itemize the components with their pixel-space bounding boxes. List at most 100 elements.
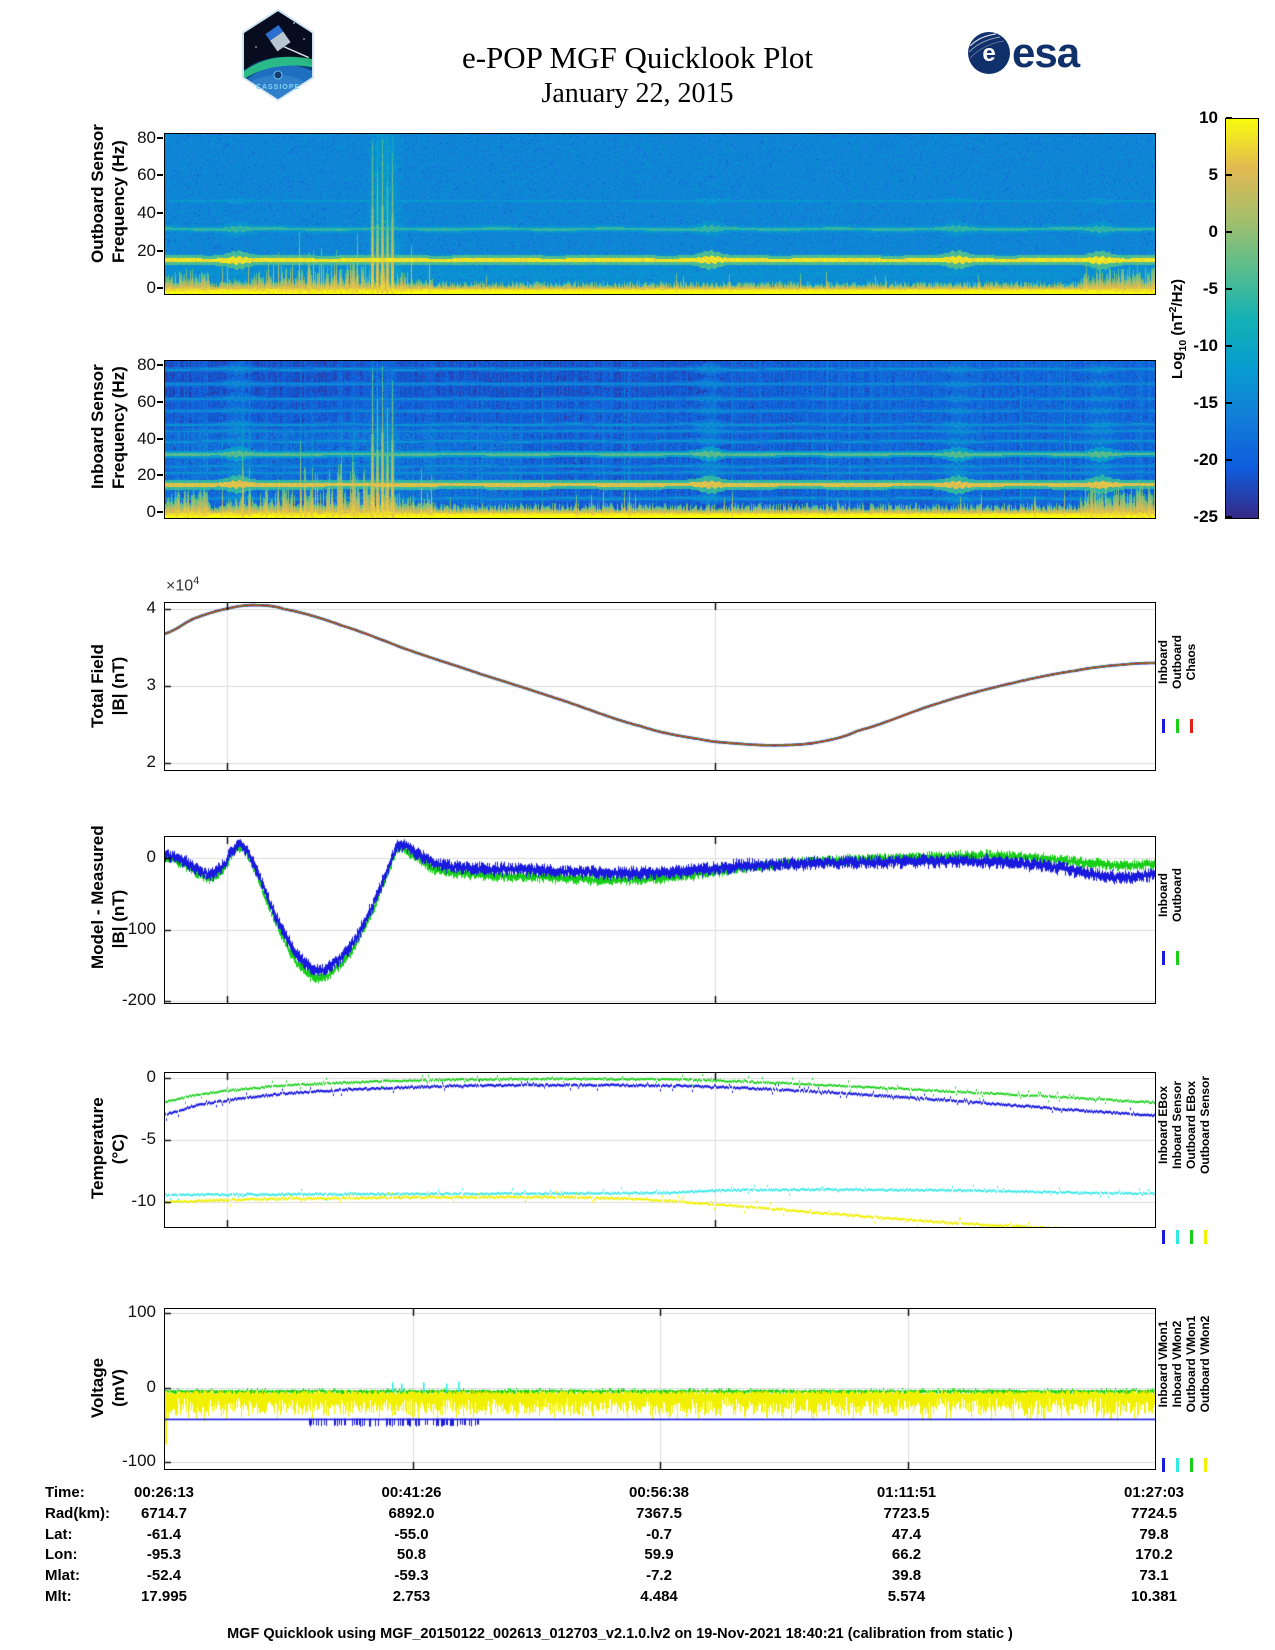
esa-globe-icon: e (968, 32, 1010, 74)
colorbar-tick-label: 5 (1208, 165, 1218, 184)
ytick-inboard-spectrogram-20: 20 (137, 465, 156, 485)
ytick-inboard-spectrogram-60: 60 (137, 391, 156, 411)
ytick-outboard-spectrogram-0: 0 (146, 278, 156, 298)
table-cell: 00:26:13 (133, 1484, 195, 1501)
table-cell: 4.484 (640, 1588, 678, 1605)
legend-label-voltage-0: Inboard VMon1 (1156, 1320, 1170, 1408)
ytick-mark (157, 363, 163, 366)
ytick-mark (157, 136, 163, 139)
legend-sample-temperature-2 (1190, 1230, 1193, 1244)
table-cell: 6714.7 (141, 1504, 187, 1522)
table-cell: -55.0 (394, 1525, 429, 1543)
table-cell: 2.753 (392, 1588, 431, 1605)
ytick-voltage--100: -100 (121, 1450, 156, 1470)
legend-sample-total-field-1 (1176, 719, 1179, 733)
table-cell: -0.7 (646, 1525, 672, 1543)
ytick-model-measured-0: 0 (146, 847, 156, 867)
colorbar-tick-label: 10 (1199, 108, 1218, 127)
legend-label-model-measured-0: Inboard (1156, 873, 1170, 917)
legend-label-voltage-3: Outboard VMon2 (1198, 1315, 1212, 1413)
legend-label-voltage-1: Inboard VMon2 (1170, 1320, 1184, 1408)
voltage-canvas (165, 1309, 1155, 1469)
table-cell: 01:11:51 (876, 1484, 937, 1501)
table-cell: 79.8 (1139, 1525, 1169, 1543)
table-cell: 5.574 (887, 1588, 926, 1605)
cassiope-patch-graphic: CASSIOPE (242, 8, 314, 102)
table-cell: 39.8 (891, 1567, 922, 1585)
ytick-mark (157, 212, 163, 214)
table-row-label-lon: Lon: (45, 1546, 78, 1564)
ytick-total-field-3: 3 (146, 674, 156, 694)
legend-label-total-field-1: Outboard (1170, 634, 1184, 689)
esa-logo: e esa (966, 28, 1080, 78)
legend-sample-temperature-1 (1176, 1230, 1179, 1244)
esa-logo-text: esa (1012, 29, 1080, 76)
legend-label-temperature-3: Outboard Sensor (1198, 1075, 1212, 1175)
temperature-canvas (165, 1073, 1155, 1227)
legend-sample-model-measured-0 (1162, 951, 1165, 965)
ytick-temperature-0: 0 (146, 1067, 156, 1087)
ytick-outboard-spectrogram-20: 20 (137, 240, 156, 260)
table-cell: -59.3 (394, 1567, 429, 1585)
page-date: January 22, 2015 (541, 78, 734, 109)
legend-sample-voltage-1 (1176, 1458, 1179, 1472)
ytick-model-measured--200: -200 (121, 989, 156, 1009)
legend-label-voltage-2: Outboard VMon1 (1184, 1315, 1198, 1413)
table-cell: 66.2 (891, 1546, 922, 1564)
ytick-temperature--5: -5 (140, 1129, 156, 1149)
ytick-mark (157, 511, 163, 514)
ytick-voltage-100: 100 (127, 1302, 156, 1322)
ytick-inboard-spectrogram-0: 0 (146, 502, 156, 522)
colorbar-tick-label: -10 (1193, 336, 1218, 355)
legend-label-total-field-0: Inboard (1156, 639, 1170, 684)
legend-sample-voltage-3 (1204, 1458, 1207, 1472)
panel-temperature (164, 1072, 1156, 1228)
colorbar-tick-label: -5 (1202, 279, 1218, 298)
colorbar-tick-mark (1226, 117, 1232, 119)
ytick-voltage-0: 0 (146, 1376, 156, 1396)
legend-sample-voltage-0 (1162, 1458, 1165, 1472)
ytick-total-field-2: 2 (146, 751, 156, 771)
table-cell: 7367.5 (636, 1504, 682, 1522)
table-cell: 17.995 (141, 1588, 187, 1605)
panel-total-field (164, 602, 1156, 771)
ytick-outboard-spectrogram-60: 60 (137, 165, 156, 185)
colorbar-tick-label: -25 (1193, 507, 1218, 526)
total-field-canvas (165, 603, 1155, 770)
colorbar-tick-label: -15 (1193, 393, 1218, 412)
colorbar (1225, 118, 1259, 519)
legend-sample-model-measured-1 (1176, 951, 1179, 965)
colorbar-tick-label: -20 (1193, 450, 1218, 469)
ytick-inboard-spectrogram-80: 80 (137, 354, 156, 374)
total-field-exponent-label: ×104 (166, 575, 200, 595)
ytick-total-field-4: 4 (146, 598, 156, 617)
cassiope-patch-label: CASSIOPE (256, 84, 300, 91)
colorbar-tick-mark (1226, 345, 1232, 347)
table-cell: -61.4 (146, 1525, 182, 1543)
legend-label-temperature-0: Inboard EBox (1156, 1085, 1170, 1165)
svg-text:e: e (982, 40, 995, 67)
legend-sample-temperature-0 (1162, 1230, 1165, 1244)
legend-sample-total-field-0 (1162, 719, 1165, 733)
ytick-mark (157, 249, 163, 252)
colorbar-tick-mark (1226, 174, 1232, 176)
colorbar-tick-mark (1226, 459, 1232, 461)
ytick-mark (157, 287, 163, 290)
table-cell: -52.4 (146, 1567, 182, 1585)
cassiope-mission-patch: CASSIOPE (242, 8, 314, 102)
table-row-label-time: Time: (45, 1484, 85, 1501)
legend-sample-total-field-2 (1190, 719, 1193, 733)
ytick-outboard-spectrogram-80: 80 (137, 127, 156, 147)
table-cell: 10.381 (1131, 1588, 1177, 1605)
ytick-temperature--10: -10 (131, 1191, 156, 1211)
panel-voltage (164, 1308, 1156, 1470)
table-cell: 47.4 (891, 1525, 922, 1543)
table-cell: 59.9 (644, 1546, 674, 1564)
table-row-label-mlat: Mlat: (45, 1567, 80, 1585)
table-row-label-lat: Lat: (45, 1525, 73, 1543)
colorbar-tick-label: 0 (1208, 222, 1218, 241)
table-cell: 00:56:38 (628, 1484, 690, 1501)
colorbar-axis-label: Log10 (nT2/Hz) (1167, 278, 1189, 380)
ytick-outboard-spectrogram-40: 40 (137, 203, 156, 222)
outboard-spectrogram-canvas (165, 134, 1155, 294)
